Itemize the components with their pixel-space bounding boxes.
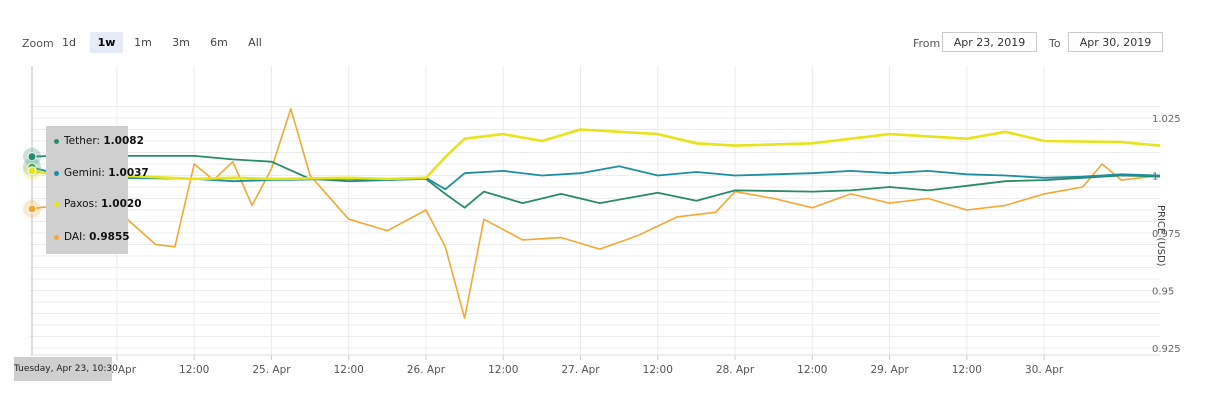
zoom-all-button[interactable]: All (248, 36, 262, 49)
tooltip-name: Paxos (64, 198, 95, 210)
y-tick-label: 1.025 (1152, 114, 1181, 125)
paxos-dot-icon (54, 201, 59, 207)
series-line-gemini (29, 165, 1161, 191)
zoom-label: Zoom (22, 37, 54, 50)
tooltip-row-dai: DAI: 0.9855 (54, 231, 130, 243)
x-tick-label: 27. Apr (561, 364, 600, 376)
gemini-dot-icon (54, 170, 59, 176)
chart-toolbar: Zoom 1d 1w 1m 3m 6m All From To (0, 30, 1223, 56)
hover-marker-tether (27, 152, 37, 162)
x-tick-label: 12:00 (643, 364, 673, 376)
zoom-1m-button[interactable]: 1m (134, 36, 152, 49)
tooltip-row-paxos: Paxos: 1.0020 (54, 198, 142, 210)
from-date-input[interactable] (942, 32, 1037, 52)
to-label: To (1049, 37, 1061, 50)
zoom-6m-button[interactable]: 6m (210, 36, 228, 49)
tooltip-value: 1.0037 (108, 167, 149, 179)
x-tick-label: 26. Apr (407, 364, 446, 376)
to-date-input[interactable] (1068, 32, 1163, 52)
y-tick-label: 1 (1152, 172, 1158, 183)
tooltip-value: 0.9855 (89, 231, 130, 243)
y-axis-title: PRICE (USD) (1155, 205, 1166, 267)
zoom-3m-button[interactable]: 3m (172, 36, 190, 49)
y-tick-label: 0.95 (1152, 287, 1174, 298)
series-line-dai (29, 108, 1161, 319)
from-label: From (913, 37, 941, 50)
chart-ticks: 24. Apr 12:00 25. Apr 12:00 26. Apr 12:00 27. … (98, 114, 1181, 376)
x-tick-label: 30. Apr (1025, 364, 1064, 376)
chart-tooltip: Tether: 1.0082 Gemini: 1.0037 Paxos: 1.0… (46, 126, 149, 254)
tooltip-row-tether: Tether: 1.0082 (54, 135, 144, 147)
zoom-1d-button[interactable]: 1d (62, 36, 76, 49)
tooltip-row-gemini: Gemini: 1.0037 (54, 167, 149, 179)
x-tick-label: 12:00 (797, 364, 827, 376)
zoom-1w-button[interactable]: 1w (90, 32, 123, 53)
chart-grid (30, 66, 1160, 356)
crosshair-time-label: Tuesday, Apr 23, 10:30 (14, 357, 118, 381)
x-tick-label: 12:00 (952, 364, 982, 376)
series-line-paxos (29, 128, 1161, 181)
x-tick-label: 12:00 (488, 364, 518, 376)
hover-marker-dai (27, 204, 37, 214)
y-tick-label: 0.925 (1152, 344, 1181, 355)
tooltip-value: 1.0020 (100, 198, 142, 210)
y-tick-label: 0.975 (1152, 229, 1181, 240)
hover-marker-paxos (27, 166, 37, 176)
tooltip-name: Gemini (64, 167, 102, 179)
series-line-tether (29, 154, 1161, 209)
x-tick-label: 28. Apr (716, 364, 755, 376)
tether-dot-icon (54, 138, 59, 144)
tooltip-name: DAI (64, 231, 83, 243)
chart-markers (23, 66, 41, 355)
x-tick-label: 25. Apr (252, 364, 291, 376)
tooltip-value: 1.0082 (103, 135, 144, 147)
tooltip-name: Tether (64, 135, 97, 147)
dai-dot-icon (54, 234, 59, 240)
chart-series (29, 108, 1161, 319)
x-tick-label: 12:00 (179, 364, 209, 376)
x-tick-label: 29. Apr (870, 364, 909, 376)
x-tick-label: 12:00 (334, 364, 364, 376)
